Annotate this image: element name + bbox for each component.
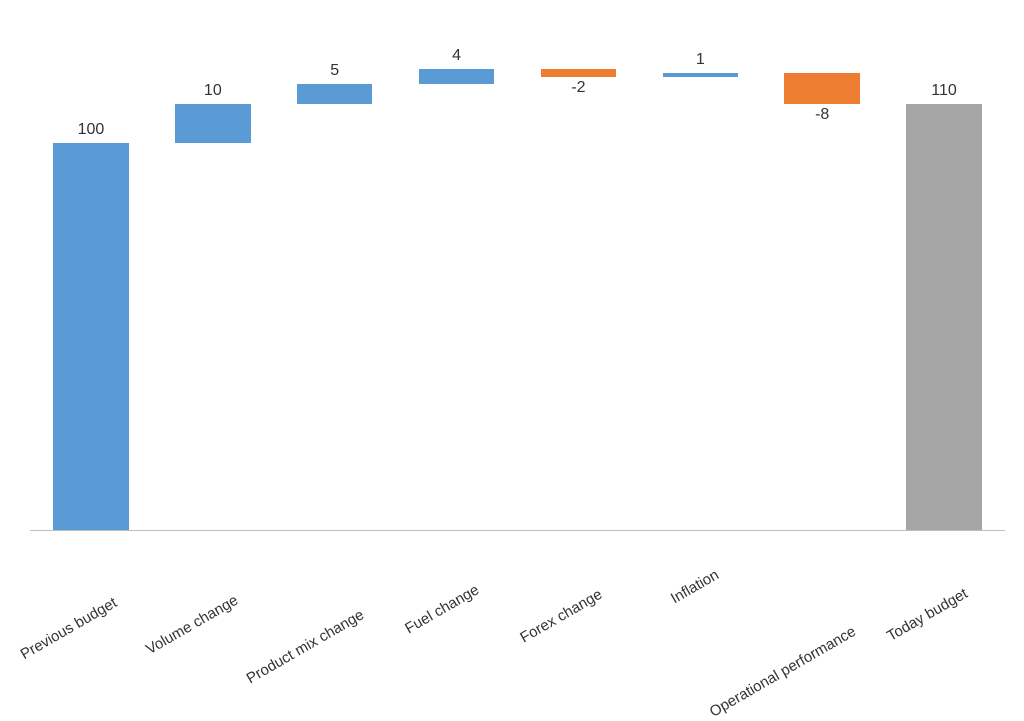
category-label: Today budget <box>884 585 971 645</box>
bar-value-label: 110 <box>931 82 957 100</box>
bar-value-label: 10 <box>204 82 222 100</box>
waterfall-bar <box>663 73 739 77</box>
waterfall-bar <box>175 104 251 143</box>
category-label: Volume change <box>143 592 241 658</box>
category-label: Fuel change <box>402 581 482 637</box>
bar-value-label: -8 <box>815 106 829 124</box>
waterfall-bar <box>297 84 373 103</box>
waterfall-bar <box>906 104 982 530</box>
category-label: Inflation <box>668 566 722 607</box>
waterfall-bar <box>53 143 129 531</box>
waterfall-bar <box>419 69 495 85</box>
category-label: Product mix change <box>244 606 367 687</box>
category-label: Previous budget <box>18 594 120 663</box>
category-label: Forex change <box>517 586 605 647</box>
waterfall-chart: 100Previous budget10Volume change5Produc… <box>0 0 1024 652</box>
bar-value-label: 4 <box>452 47 461 65</box>
bar-value-label: 1 <box>696 51 705 69</box>
waterfall-bar <box>784 73 860 104</box>
bar-value-label: 5 <box>330 62 339 80</box>
x-axis-line <box>30 530 1005 531</box>
bar-value-label: 100 <box>78 121 105 139</box>
category-label: Operational performance <box>707 623 859 721</box>
waterfall-bar <box>541 69 617 77</box>
bar-value-label: -2 <box>571 79 585 97</box>
